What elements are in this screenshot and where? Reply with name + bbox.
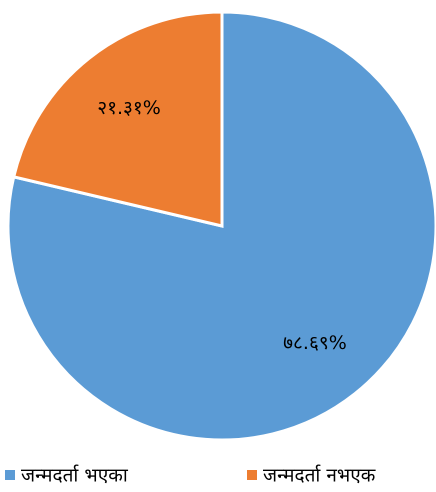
legend-swatch <box>247 470 257 480</box>
data-label: ७८.६९% <box>283 332 347 354</box>
legend-label: जन्मदर्ता नभएक <box>263 464 376 487</box>
legend-swatch <box>5 470 15 480</box>
pie-slice <box>6 10 436 442</box>
legend-label: जन्मदर्ता भएका <box>21 464 129 487</box>
pie-slice <box>11 10 224 228</box>
data-label: २१.३१% <box>97 97 161 119</box>
